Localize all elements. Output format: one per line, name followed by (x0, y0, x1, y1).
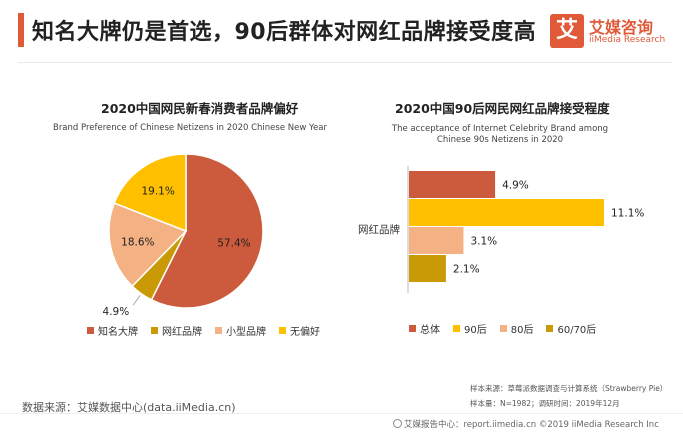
bar-chart-legend: 总体 90后 80后 60/70后 (409, 321, 609, 336)
sample-size: 样本量：N=1982；调研时间：2019年12月 (470, 399, 620, 408)
iimedia-logo: 艾 艾媒咨询 iiMedia Research (550, 14, 672, 48)
pie-slice-label-1: 4.9% (103, 306, 130, 318)
pie-slice-3 (113, 153, 187, 233)
bar-value-label-3: 2.1% (453, 264, 480, 276)
pie-slice-0 (150, 153, 264, 309)
pie-slice-label-3: 19.1% (141, 185, 174, 197)
report-center-icon (393, 419, 402, 428)
pie-legend-swatch-0 (87, 327, 94, 334)
bar-2 (409, 227, 464, 254)
data-source: 数据来源：艾媒数据中心(data.iiMedia.cn) (22, 401, 236, 414)
sample-source: 样本来源：草莓派数据调查与计算系统（Strawberry Pie） (470, 384, 668, 393)
bar-value-label-2: 3.1% (470, 236, 497, 248)
page-title: 知名大牌仍是首选，90后群体对网红品牌接受度高 (32, 20, 537, 45)
logo-subtitle: iiMedia Research (589, 35, 666, 45)
report-footer-text: 艾媒报告中心：report.iimedia.cn ©2019 iiMedia R… (404, 420, 659, 430)
logo-mark: 艾 (550, 14, 584, 48)
pie-legend-label-2: 小型品牌 (226, 327, 266, 338)
bar-legend-item-1: 90后 (453, 321, 487, 336)
pie-legend-item-3: 无偏好 (279, 323, 320, 338)
bar-legend-item-3: 60/70后 (546, 321, 596, 336)
pie-legend-label-1: 网红品牌 (162, 327, 202, 338)
bar-chart-title: 2020中国90后网民网红品牌接受程度 (395, 101, 610, 116)
bar-3 (409, 255, 446, 282)
bar-chart: 网红品牌 4.9% 11.1% 3.1% 2.1% (358, 166, 644, 293)
bar-0 (409, 171, 496, 198)
pie-legend-item-2: 小型品牌 (215, 323, 266, 338)
bar-legend-swatch-2 (499, 325, 507, 332)
pie-legend-swatch-1 (151, 327, 158, 334)
bar-chart-subtitle: The acceptance of Internet Celebrity Bra… (380, 124, 620, 146)
bar-legend-item-0: 总体 (409, 321, 440, 336)
footer-divider (0, 413, 683, 414)
title-accent-bar (18, 13, 24, 47)
bar-legend-label-2: 80后 (510, 325, 534, 336)
bar-legend-swatch-0 (409, 325, 416, 332)
header-divider (18, 62, 672, 63)
pie-legend-swatch-3 (279, 327, 286, 334)
pie-chart-legend: 知名大牌 网红品牌 小型品牌 无偏好 (87, 323, 333, 338)
pie-legend-label-3: 无偏好 (290, 327, 320, 338)
pie-slice-label-2: 18.6% (121, 236, 154, 248)
bar-value-label-1: 11.1% (611, 208, 644, 220)
bar-legend-swatch-1 (453, 325, 460, 332)
bar-legend-swatch-3 (546, 325, 554, 332)
bar-legend-label-0: 总体 (420, 325, 440, 336)
report-footer: 艾媒报告中心：report.iimedia.cn ©2019 iiMedia R… (393, 418, 659, 430)
logo-name: 艾媒咨询 (589, 18, 654, 37)
bar-chart-subtitle-line1: The acceptance of Internet Celebrity Bra… (391, 124, 609, 134)
bar-value-label-0: 4.9% (502, 180, 529, 192)
pie-chart-title: 2020中国网民新春消费者品牌偏好 (101, 101, 299, 116)
bar-1 (409, 199, 604, 226)
pie-legend-item-0: 知名大牌 (87, 323, 138, 338)
pie-chart-subtitle: Brand Preference of Chinese Netizens in … (52, 123, 327, 133)
bar-legend-label-1: 90后 (464, 325, 487, 336)
bar-chart-subtitle-line2: Chinese 90s Netizens in 2020 (436, 135, 564, 145)
bar-legend-item-2: 80后 (499, 321, 534, 336)
pie-legend-swatch-2 (215, 327, 222, 334)
pie-leader-line-1 (132, 295, 141, 306)
bar-legend-label-3: 60/70后 (557, 325, 597, 336)
bar-category-label: 网红品牌 (358, 223, 400, 236)
pie-slice-label-0: 57.4% (217, 237, 250, 249)
pie-legend-label-0: 知名大牌 (98, 327, 138, 338)
pie-legend-item-1: 网红品牌 (151, 323, 202, 338)
pie-chart: 57.4% 4.9% 18.6% 19.1% (103, 153, 264, 318)
